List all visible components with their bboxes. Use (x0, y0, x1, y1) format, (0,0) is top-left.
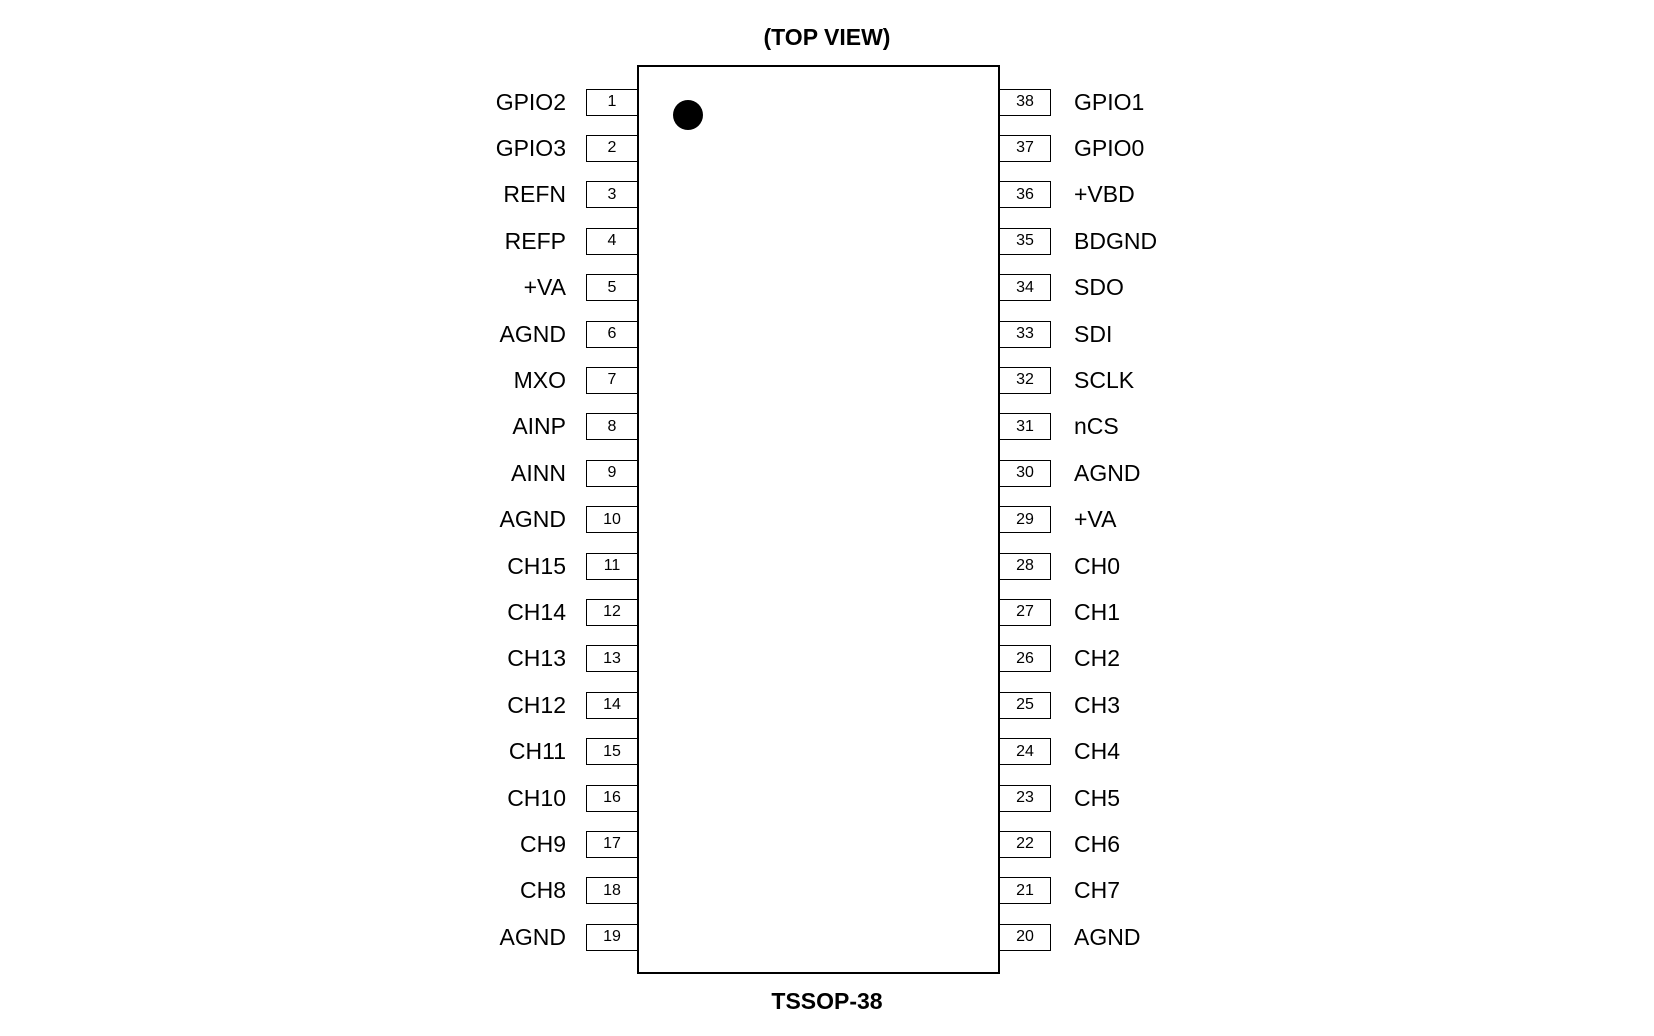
pin-number-34: 34 (999, 274, 1051, 302)
pin-number-6: 6 (586, 320, 638, 348)
pin-name-5: +VA (523, 274, 566, 301)
pin-name-15: CH11 (508, 738, 566, 765)
pin-number-4: 4 (586, 227, 638, 255)
pin-name-23: CH5 (1074, 784, 1121, 811)
pin-name-28: CH0 (1074, 552, 1121, 579)
pin-number-23: 23 (999, 784, 1051, 812)
pin-name-11: CH15 (507, 552, 566, 579)
pin-name-24: CH4 (1074, 738, 1121, 765)
pin-number-19: 19 (586, 923, 638, 951)
pin-name-10: AGND (499, 506, 566, 533)
pin-name-30: AGND (1074, 459, 1141, 486)
pin-name-17: CH9 (519, 830, 566, 857)
pin-number-9: 9 (586, 459, 638, 487)
pin-name-32: SCLK (1074, 366, 1135, 393)
pin-name-21: CH7 (1074, 877, 1121, 904)
pin-number-38: 38 (999, 88, 1051, 116)
pin-number-14: 14 (586, 691, 638, 719)
pin-number-18: 18 (586, 877, 638, 905)
pin-number-10: 10 (586, 506, 638, 534)
pin-number-7: 7 (586, 366, 638, 394)
pin-name-34: SDO (1074, 274, 1124, 301)
pin-name-2: GPIO3 (495, 134, 566, 161)
pin-number-15: 15 (586, 738, 638, 766)
pin-name-29: +VA (1074, 506, 1117, 533)
pin-number-30: 30 (999, 459, 1051, 487)
pin-number-26: 26 (999, 645, 1051, 673)
pin-number-36: 36 (999, 181, 1051, 209)
pin-number-3: 3 (586, 181, 638, 209)
pin-name-18: CH8 (519, 877, 566, 904)
pin-name-6: AGND (499, 320, 566, 347)
pin-name-35: BDGND (1074, 227, 1158, 254)
pin-name-1: GPIO2 (495, 88, 566, 115)
pin-number-12: 12 (586, 598, 638, 626)
pin-number-21: 21 (999, 877, 1051, 905)
pin-number-32: 32 (999, 366, 1051, 394)
pin-number-11: 11 (586, 552, 638, 580)
view-title: (TOP VIEW) (763, 24, 891, 50)
pin-name-4: REFP (504, 227, 566, 254)
pin-number-17: 17 (586, 830, 638, 858)
pin-number-31: 31 (999, 413, 1051, 441)
pin1-marker-dot (673, 100, 703, 130)
pin-name-14: CH12 (507, 691, 566, 718)
pin-number-8: 8 (586, 413, 638, 441)
pin-name-7: MXO (513, 366, 566, 393)
pin-name-27: CH1 (1074, 598, 1121, 625)
pin-number-29: 29 (999, 506, 1051, 534)
pin-number-28: 28 (999, 552, 1051, 580)
pin-name-3: REFN (503, 181, 566, 208)
pin-name-20: AGND (1074, 923, 1141, 950)
pin-name-13: CH13 (507, 645, 566, 672)
chip-body (637, 65, 1000, 974)
pin-name-9: AINN (511, 459, 566, 486)
pin-name-31: nCS (1074, 413, 1119, 440)
pin-name-36: +VBD (1074, 181, 1135, 208)
pin-number-2: 2 (586, 134, 638, 162)
pin-number-37: 37 (999, 134, 1051, 162)
pin-number-1: 1 (586, 88, 638, 116)
pin-name-22: CH6 (1074, 830, 1121, 857)
pin-number-20: 20 (999, 923, 1051, 951)
pin-name-12: CH14 (507, 598, 566, 625)
pin-number-33: 33 (999, 320, 1051, 348)
pin-name-38: GPIO1 (1074, 88, 1145, 115)
pin-number-16: 16 (586, 784, 638, 812)
pin-name-16: CH10 (507, 784, 566, 811)
pin-name-8: AINP (512, 413, 566, 440)
pin-name-37: GPIO0 (1074, 134, 1145, 161)
pin-name-25: CH3 (1074, 691, 1121, 718)
pin-number-27: 27 (999, 598, 1051, 626)
pin-name-19: AGND (499, 923, 566, 950)
pin-number-35: 35 (999, 227, 1051, 255)
pin-name-26: CH2 (1074, 645, 1121, 672)
pin-number-13: 13 (586, 645, 638, 673)
pin-number-5: 5 (586, 274, 638, 302)
pin-number-24: 24 (999, 738, 1051, 766)
pin-name-33: SDI (1074, 320, 1113, 347)
package-label: TSSOP-38 (771, 988, 883, 1014)
pin-number-22: 22 (999, 830, 1051, 858)
pin-number-25: 25 (999, 691, 1051, 719)
